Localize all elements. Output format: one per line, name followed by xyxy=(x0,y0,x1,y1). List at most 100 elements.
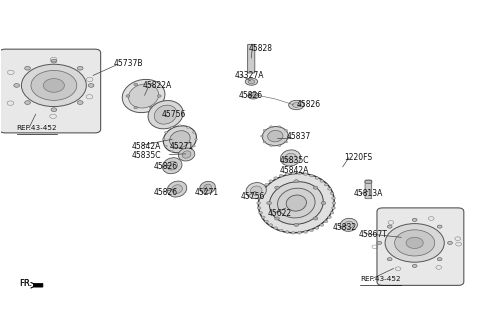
Ellipse shape xyxy=(248,80,255,84)
Circle shape xyxy=(313,217,318,220)
Circle shape xyxy=(437,225,442,228)
Circle shape xyxy=(313,186,318,189)
Circle shape xyxy=(321,202,326,205)
Circle shape xyxy=(270,126,273,127)
FancyBboxPatch shape xyxy=(0,49,101,133)
Circle shape xyxy=(327,216,331,219)
Circle shape xyxy=(315,227,319,229)
Text: FR.: FR. xyxy=(20,279,33,289)
Text: 43327A: 43327A xyxy=(234,71,264,80)
Circle shape xyxy=(285,231,289,233)
Text: 45828: 45828 xyxy=(249,44,273,53)
Ellipse shape xyxy=(269,182,323,225)
Text: 45813A: 45813A xyxy=(354,189,383,198)
Circle shape xyxy=(267,202,272,205)
Circle shape xyxy=(330,212,334,214)
Ellipse shape xyxy=(154,105,177,124)
Circle shape xyxy=(164,132,167,133)
Circle shape xyxy=(291,232,295,234)
Circle shape xyxy=(192,145,195,147)
Circle shape xyxy=(285,141,288,143)
Circle shape xyxy=(263,129,266,131)
Circle shape xyxy=(287,135,290,137)
Circle shape xyxy=(195,138,198,140)
Circle shape xyxy=(179,125,181,127)
Ellipse shape xyxy=(344,221,353,229)
Text: 45737B: 45737B xyxy=(114,59,143,68)
Ellipse shape xyxy=(263,127,288,146)
Circle shape xyxy=(294,223,299,226)
Circle shape xyxy=(187,127,190,128)
Text: FR.: FR. xyxy=(20,279,33,289)
Circle shape xyxy=(437,257,442,261)
Ellipse shape xyxy=(340,218,358,231)
Circle shape xyxy=(406,237,423,248)
Circle shape xyxy=(187,150,190,152)
Text: 45826: 45826 xyxy=(296,100,321,109)
Ellipse shape xyxy=(172,185,182,193)
Ellipse shape xyxy=(280,150,300,166)
Circle shape xyxy=(310,229,313,232)
Ellipse shape xyxy=(204,184,212,191)
Circle shape xyxy=(298,172,301,175)
Text: REF.43-452: REF.43-452 xyxy=(360,276,401,282)
Circle shape xyxy=(43,78,64,92)
Circle shape xyxy=(269,180,273,182)
Circle shape xyxy=(412,264,417,268)
Circle shape xyxy=(263,141,266,143)
Circle shape xyxy=(157,95,161,97)
Circle shape xyxy=(77,101,83,105)
Ellipse shape xyxy=(251,94,256,97)
Circle shape xyxy=(257,197,261,199)
Ellipse shape xyxy=(288,100,304,110)
Text: 1220FS: 1220FS xyxy=(344,153,372,162)
Circle shape xyxy=(310,175,313,177)
Text: 45832: 45832 xyxy=(333,224,357,232)
Circle shape xyxy=(275,217,279,220)
Circle shape xyxy=(412,218,417,221)
Ellipse shape xyxy=(178,148,195,161)
Circle shape xyxy=(261,187,265,190)
FancyBboxPatch shape xyxy=(365,180,372,199)
Circle shape xyxy=(327,187,331,190)
Text: 45867T: 45867T xyxy=(359,230,387,239)
Circle shape xyxy=(332,202,336,204)
Circle shape xyxy=(51,108,57,111)
Circle shape xyxy=(259,212,263,214)
Circle shape xyxy=(294,180,299,183)
Circle shape xyxy=(447,241,452,245)
Circle shape xyxy=(304,173,308,175)
Circle shape xyxy=(22,64,86,106)
FancyBboxPatch shape xyxy=(34,283,43,287)
Circle shape xyxy=(285,129,288,131)
Text: 45271: 45271 xyxy=(195,188,219,197)
Circle shape xyxy=(320,224,324,226)
Ellipse shape xyxy=(251,186,262,195)
Text: 45842A: 45842A xyxy=(279,165,309,175)
Circle shape xyxy=(264,183,268,186)
Circle shape xyxy=(274,227,277,229)
Circle shape xyxy=(332,207,336,209)
Circle shape xyxy=(387,257,392,261)
Ellipse shape xyxy=(285,153,296,163)
Circle shape xyxy=(88,84,94,87)
Ellipse shape xyxy=(182,151,191,158)
Circle shape xyxy=(31,70,77,100)
Text: 45622: 45622 xyxy=(268,209,292,218)
Text: 45271: 45271 xyxy=(169,142,193,151)
Text: 45826: 45826 xyxy=(153,188,177,197)
Circle shape xyxy=(150,106,154,109)
Text: 45842A: 45842A xyxy=(131,142,161,151)
Circle shape xyxy=(330,192,334,195)
Text: 45756: 45756 xyxy=(161,110,186,119)
Circle shape xyxy=(170,150,173,152)
Circle shape xyxy=(315,177,319,179)
Circle shape xyxy=(261,135,264,137)
Circle shape xyxy=(298,232,301,234)
Circle shape xyxy=(24,66,30,70)
Circle shape xyxy=(304,231,308,233)
Ellipse shape xyxy=(258,173,334,233)
Circle shape xyxy=(134,83,138,86)
Circle shape xyxy=(385,224,444,262)
Circle shape xyxy=(259,192,263,195)
